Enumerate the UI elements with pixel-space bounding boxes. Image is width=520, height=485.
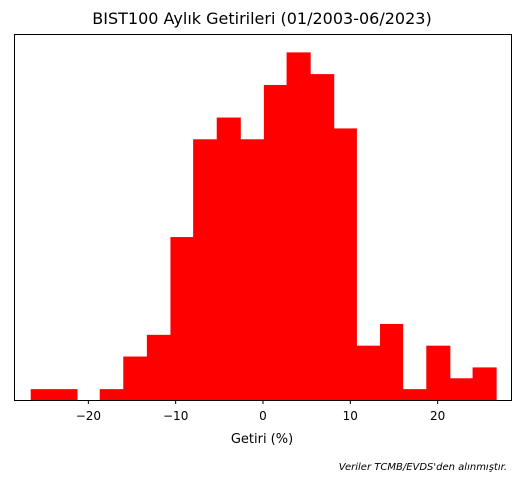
x-tick-label: 20 — [430, 409, 445, 423]
histogram-bar — [123, 356, 148, 400]
histogram-bar — [216, 117, 241, 401]
histogram-bar — [472, 367, 497, 400]
histogram-bar — [99, 389, 124, 400]
histogram-bar — [356, 345, 381, 400]
histogram-bar — [146, 334, 171, 400]
histogram-bar — [30, 389, 54, 400]
x-tick-label: 0 — [259, 409, 267, 423]
histogram-bar — [286, 52, 311, 400]
histogram-bars — [30, 52, 497, 401]
x-axis-ticks: −20 −10 0 10 20 — [76, 400, 445, 423]
histogram-bar — [193, 139, 218, 401]
histogram-bar — [240, 139, 265, 401]
histogram-bar — [170, 237, 194, 400]
x-axis-label: Getiri (%) — [231, 432, 293, 447]
histogram-bar — [380, 323, 404, 400]
x-tick-label: 10 — [343, 409, 358, 423]
chart-title: BIST100 Aylık Getirileri (01/2003-06/202… — [92, 9, 431, 28]
histogram-bar — [426, 345, 451, 400]
source-note: Veriler TCMB/EVDS'den alınmıştır. — [338, 462, 507, 473]
histogram-bar — [263, 84, 288, 400]
histogram-bar — [333, 128, 357, 401]
histogram-bar — [402, 389, 427, 400]
histogram-bar — [310, 74, 335, 400]
x-tick-label: −10 — [163, 409, 188, 423]
x-tick-label: −20 — [76, 409, 101, 423]
histogram-bar — [53, 389, 78, 400]
histogram-bar — [449, 378, 474, 400]
